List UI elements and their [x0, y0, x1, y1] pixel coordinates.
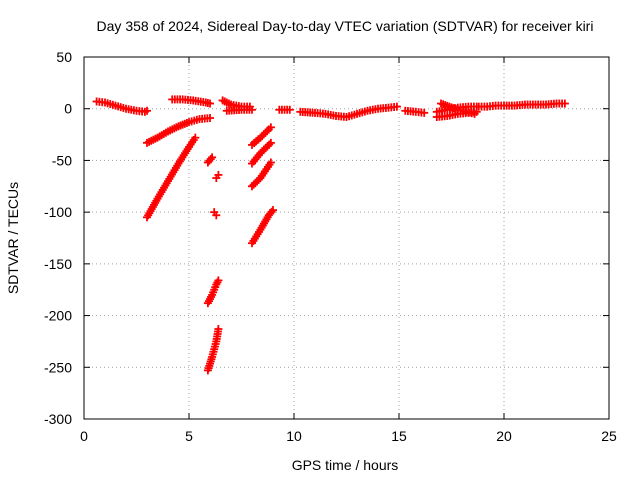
x-tick-label: 15 [391, 428, 407, 444]
y-tick-label: -150 [44, 256, 72, 272]
data-point [206, 114, 214, 123]
y-tick-label: -200 [44, 308, 72, 324]
chart-title: Day 358 of 2024, Sidereal Day-to-day VTE… [97, 18, 594, 34]
tick-labels: 0 5 10 15 20 25 50 0 -50 -100 -150 -200 -250 -300 [44, 49, 617, 444]
data-point [269, 206, 277, 215]
y-tick-label: 50 [56, 49, 72, 65]
grid-lines [84, 57, 609, 419]
data-point [560, 99, 569, 108]
x-tick-label: 5 [185, 428, 193, 444]
data-point [206, 99, 214, 108]
y-axis-label: SDTVAR / TECUs [5, 182, 21, 294]
x-tick-label: 25 [601, 428, 617, 444]
data-point [143, 106, 151, 115]
data-point [266, 158, 275, 167]
data-point [470, 109, 479, 118]
data-point [191, 133, 200, 142]
x-tick-label: 10 [286, 428, 302, 444]
data-point [208, 153, 217, 162]
y-tick-label: -250 [44, 359, 72, 375]
data-point [214, 325, 223, 334]
data-point [214, 276, 223, 285]
data-point [420, 108, 429, 117]
data-point [212, 211, 221, 220]
x-tick-label: 0 [80, 428, 88, 444]
y-tick-label: -300 [44, 411, 72, 427]
x-tick-label: 20 [496, 428, 512, 444]
data-point [285, 105, 294, 114]
data-points [92, 95, 569, 375]
data-point [263, 127, 272, 136]
data-point [206, 155, 215, 164]
y-tick-label: -50 [52, 152, 72, 168]
data-point [266, 138, 275, 147]
data-point [265, 140, 274, 149]
data-point [267, 207, 276, 216]
plot-frame [83, 56, 610, 420]
x-axis-label: GPS time / hours [292, 457, 399, 473]
data-point [266, 123, 275, 132]
y-tick-label: -100 [44, 204, 72, 220]
y-tick-label: 0 [64, 101, 72, 117]
data-point [214, 170, 223, 179]
data-point [248, 105, 256, 114]
data-point [392, 102, 401, 111]
axis-ticks [83, 56, 610, 420]
